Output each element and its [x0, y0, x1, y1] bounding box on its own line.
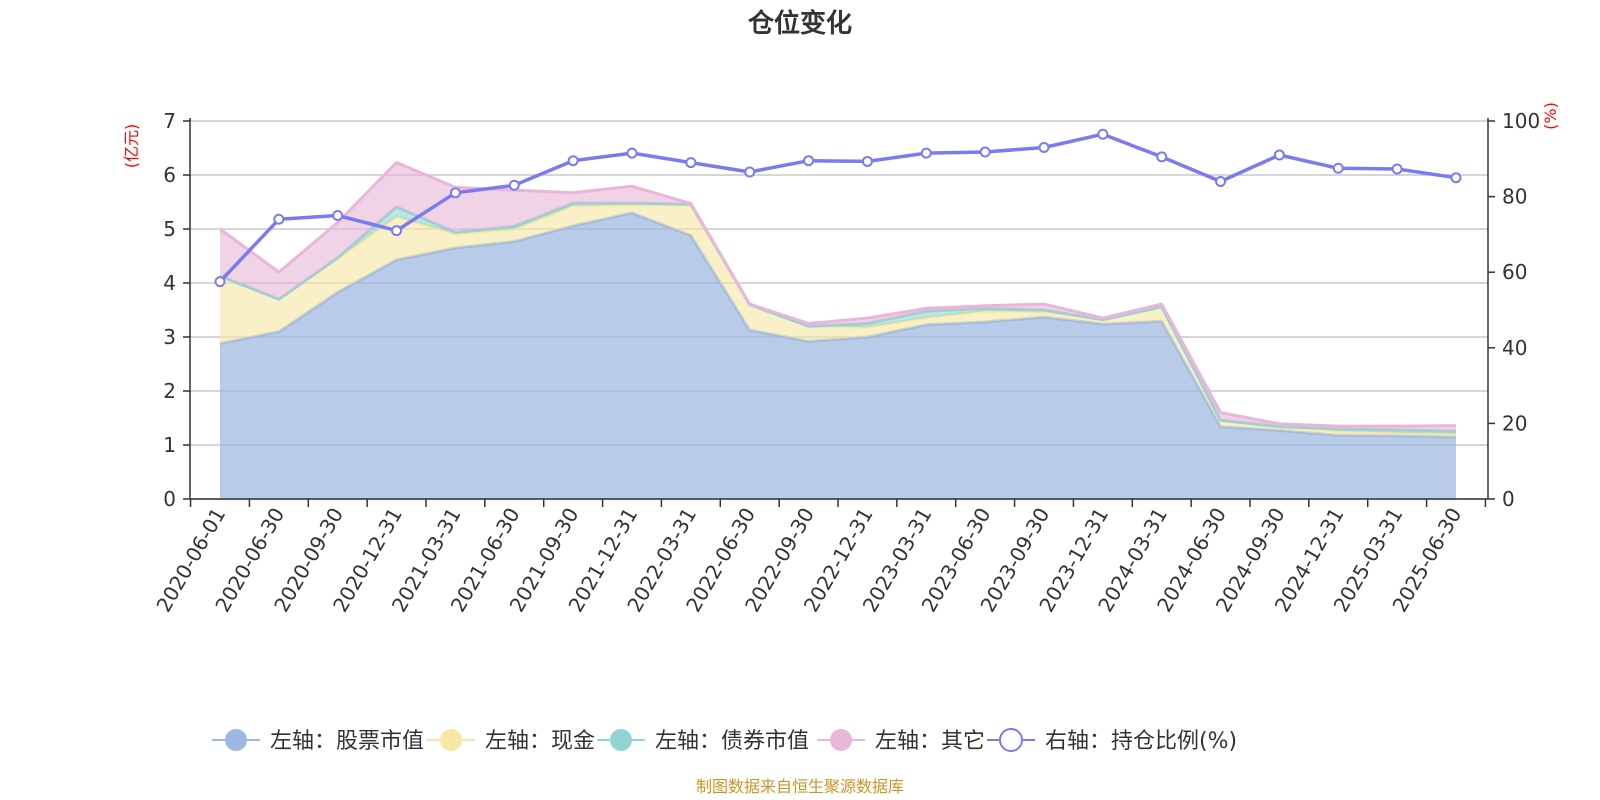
legend-item: 左轴：股票市值: [212, 729, 424, 754]
ratio-point: [1391, 163, 1403, 175]
legend-item: 右轴：持仓比例(%): [987, 728, 1237, 754]
ratio-point: [391, 225, 403, 237]
right-tick-label: 80: [1502, 185, 1527, 209]
right-tick-label: 0: [1502, 487, 1515, 511]
ratio-point: [273, 213, 285, 225]
left-tick-label: 7: [163, 109, 176, 133]
legend-label: 左轴：股票市值: [270, 729, 424, 754]
ratio-point: [1215, 175, 1227, 187]
legend-label: 左轴：现金: [485, 729, 595, 754]
left-tick-label: 3: [163, 325, 176, 349]
ratio-point: [1450, 172, 1462, 184]
legend-label: 右轴：持仓比例(%): [1045, 729, 1237, 754]
stacked-areas: [219, 161, 1457, 500]
legend-marker: [830, 729, 852, 751]
left-tick-label: 2: [163, 379, 176, 403]
area-edge-4: [219, 161, 1457, 428]
ratio-point: [1038, 141, 1050, 153]
ratio-point: [567, 155, 579, 167]
legend-label: 左轴：其它: [875, 729, 985, 754]
legend-marker: [225, 729, 247, 751]
ratio-point: [508, 179, 520, 191]
area-1: [220, 212, 1456, 500]
ratio-point: [1156, 151, 1168, 163]
ratio-line: [218, 132, 1457, 283]
ratio-point: [1332, 162, 1344, 174]
right-tick-label: 20: [1502, 411, 1527, 435]
left-tick-label: 1: [163, 433, 176, 457]
data-source-note: 制图数据来自恒生聚源数据库: [696, 777, 904, 796]
right-tick-label: 100: [1502, 109, 1540, 133]
legend-item: 左轴：债券市值: [597, 729, 809, 754]
ratio-point: [803, 155, 815, 167]
ratio-point: [920, 147, 932, 159]
series-lines: [214, 128, 1462, 288]
right-tick-label: 60: [1502, 260, 1527, 284]
ratio-point: [744, 166, 756, 178]
ratio-point: [1273, 149, 1285, 161]
ratio-point: [214, 276, 226, 288]
ratio-point: [685, 157, 697, 169]
legend-marker: [999, 728, 1023, 752]
ratio-point: [332, 210, 344, 221]
ratio-point: [861, 155, 873, 167]
legend-item: 左轴：其它: [817, 729, 985, 754]
ratio-point: [979, 146, 991, 158]
legend-label: 左轴：债券市值: [655, 729, 809, 754]
legend: 左轴：股票市值 左轴：现金 左轴：债券市值 左轴：其它 右轴：持仓比例(%): [212, 728, 1237, 754]
ratio-point: [1097, 128, 1109, 140]
chart-title: 仓位变化: [747, 8, 852, 39]
legend-marker: [440, 729, 462, 751]
ratio-point: [626, 147, 638, 159]
right-axis-unit: (%): [1541, 102, 1560, 130]
left-tick-label: 6: [163, 163, 176, 187]
left-tick-label: 4: [163, 271, 176, 295]
right-tick-label: 40: [1502, 336, 1527, 360]
ratio-point: [449, 187, 461, 199]
left-tick-label: 5: [163, 217, 176, 241]
legend-item: 左轴：现金: [427, 729, 595, 754]
left-axis-unit: (亿元): [122, 124, 141, 169]
legend-marker: [610, 729, 632, 751]
left-tick-label: 0: [163, 487, 176, 511]
